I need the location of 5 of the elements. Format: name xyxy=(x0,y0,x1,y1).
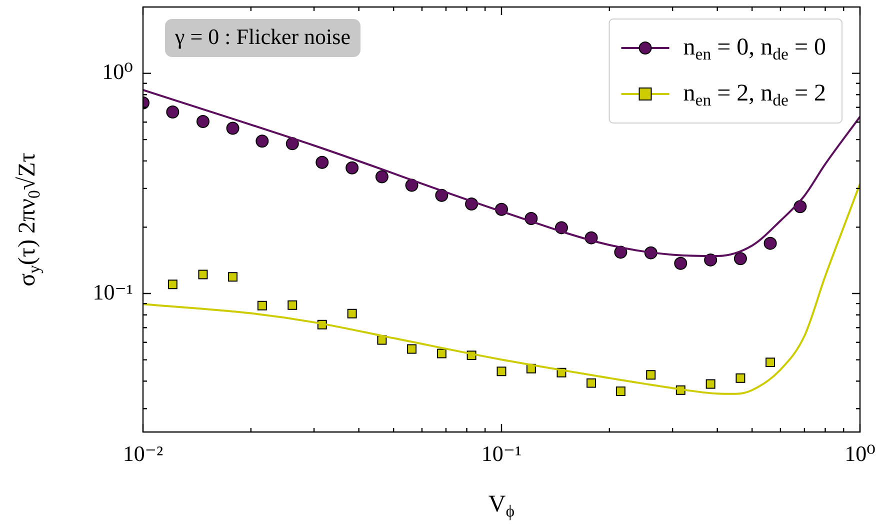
x-tick-label: 10⁻¹ xyxy=(481,440,522,466)
x-tick-label: 10⁰ xyxy=(844,440,876,466)
annotation: γ = 0 : Flicker noise xyxy=(174,24,350,49)
x-tick-label: 10⁻² xyxy=(122,440,164,466)
y-axis-title: σy(τ) 2πν0√Zτ xyxy=(14,152,44,286)
